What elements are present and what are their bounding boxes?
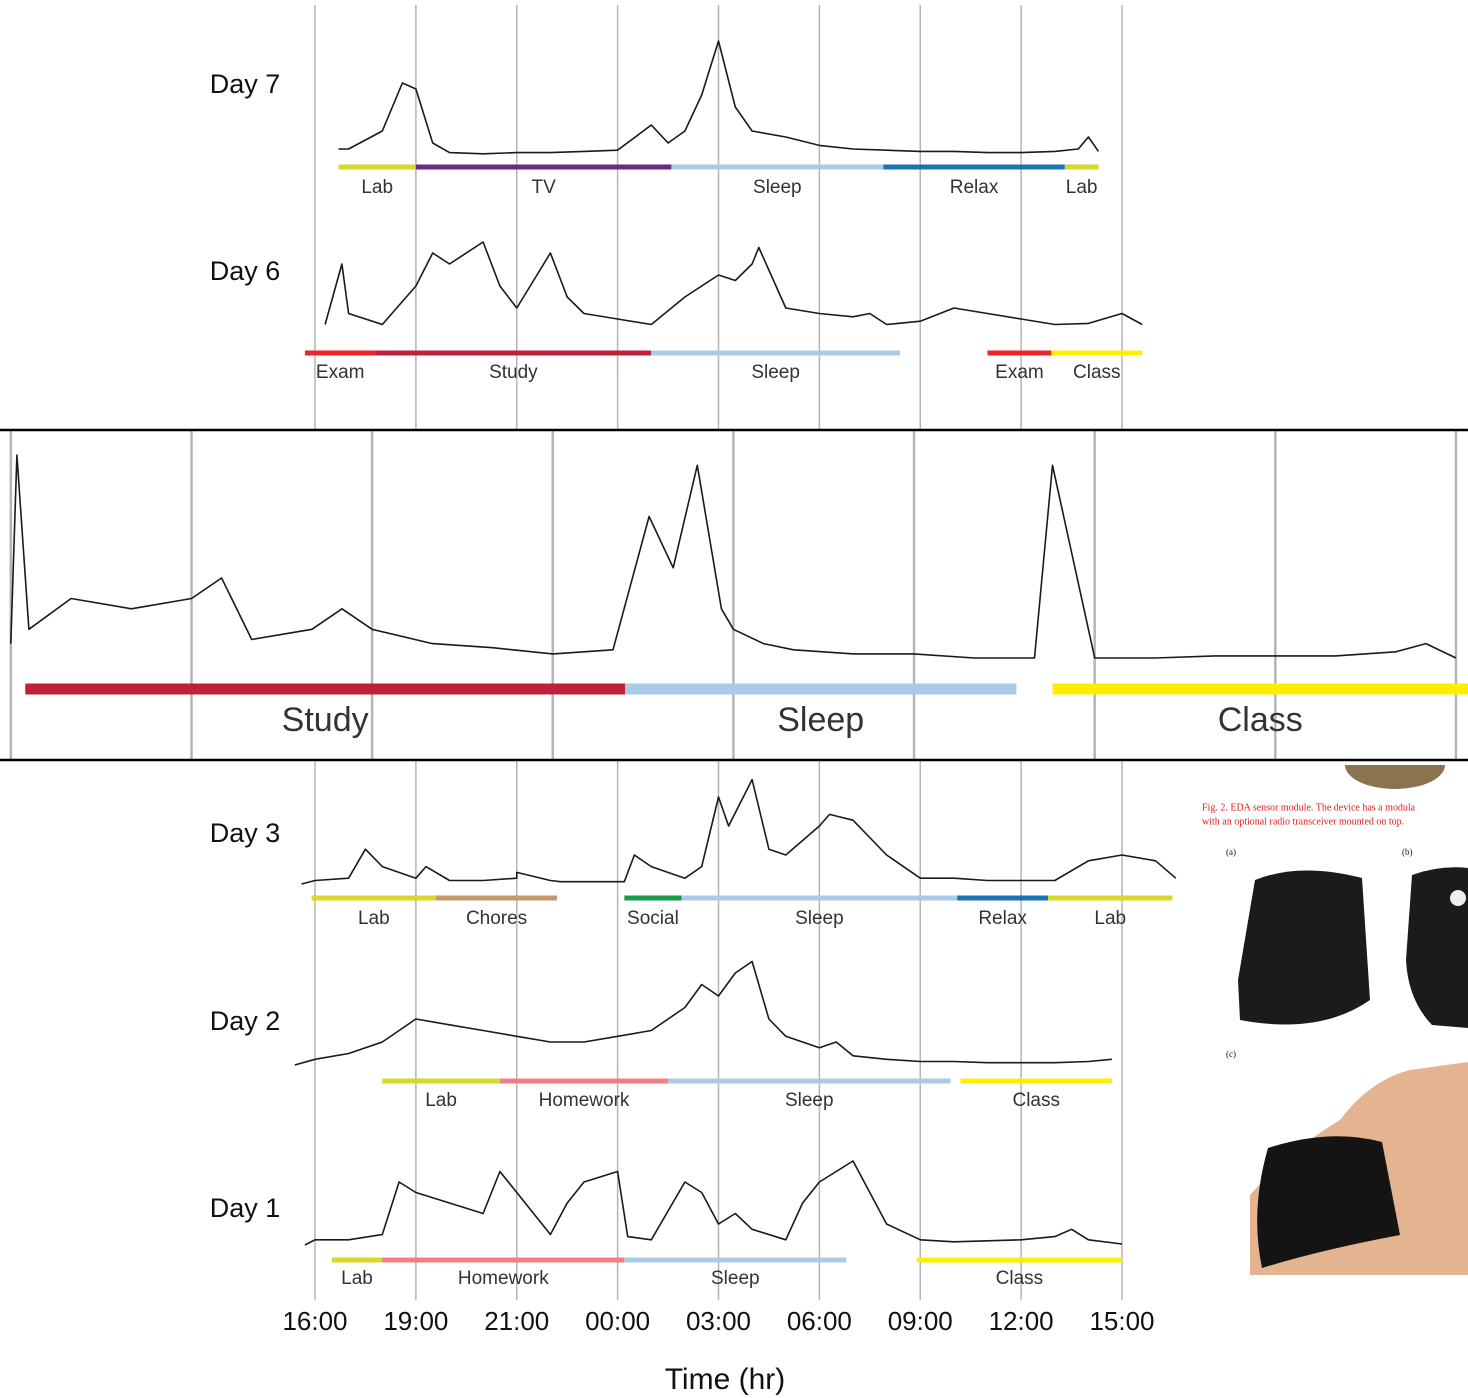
activity-bar bbox=[671, 165, 883, 170]
activity-label: Exam bbox=[995, 362, 1044, 383]
activity-bar bbox=[416, 165, 672, 170]
activity-bar bbox=[682, 896, 958, 901]
activity-label: Lab bbox=[1094, 908, 1126, 929]
activity-label: Sleep bbox=[795, 908, 844, 929]
activity-label: Class bbox=[996, 1268, 1044, 1289]
activity-bar bbox=[1048, 896, 1172, 901]
x-tick-label: 21:00 bbox=[484, 1306, 549, 1336]
row-label: Day 7 bbox=[210, 69, 281, 99]
activity-bar bbox=[376, 351, 652, 356]
caption-line: Fig. 2. EDA sensor module. The device ha… bbox=[1202, 802, 1416, 813]
activity-label: Lab bbox=[1066, 177, 1098, 198]
panel-label: (b) bbox=[1402, 847, 1413, 857]
activity-label: Class bbox=[1012, 1090, 1060, 1111]
activity-label: Social bbox=[627, 908, 679, 929]
activity-bar bbox=[339, 165, 416, 170]
activity-bar bbox=[624, 1258, 846, 1263]
activity-bar bbox=[382, 1079, 500, 1084]
activity-bar bbox=[500, 1079, 668, 1084]
activity-label: Class bbox=[1073, 362, 1121, 383]
activity-bar bbox=[625, 684, 1016, 695]
x-tick-label: 12:00 bbox=[989, 1306, 1054, 1336]
activity-label: Exam bbox=[316, 362, 365, 383]
activity-bar bbox=[883, 165, 1065, 170]
x-tick-label: 00:00 bbox=[585, 1306, 650, 1336]
row-label: Day 3 bbox=[210, 818, 281, 848]
x-tick-label: 16:00 bbox=[282, 1306, 347, 1336]
activity-label: Homework bbox=[458, 1268, 549, 1289]
activity-bar bbox=[961, 1079, 1112, 1084]
x-tick-label: 09:00 bbox=[888, 1306, 953, 1336]
activity-bar bbox=[305, 351, 376, 356]
wristband-photo bbox=[1238, 870, 1370, 1024]
activity-label: Lab bbox=[358, 908, 390, 929]
x-tick-label: 06:00 bbox=[787, 1306, 852, 1336]
x-tick-label: 19:00 bbox=[383, 1306, 448, 1336]
activity-bar bbox=[312, 896, 436, 901]
row-label: Day 6 bbox=[210, 256, 281, 286]
activity-bar bbox=[332, 1258, 382, 1263]
activity-bar bbox=[651, 351, 900, 356]
row-label: Day 2 bbox=[210, 1006, 281, 1036]
page: {"chart_data": {"type": "timeline", "xla… bbox=[0, 0, 1468, 1398]
activity-bar bbox=[25, 684, 625, 695]
activity-bar bbox=[436, 896, 557, 901]
row-label: Day 1 bbox=[210, 1193, 281, 1223]
eda-trace bbox=[302, 780, 1176, 884]
activity-label: Sleep bbox=[711, 1268, 760, 1289]
eda-trace bbox=[305, 1161, 1122, 1245]
activity-label: Study bbox=[489, 362, 538, 383]
activity-bar bbox=[668, 1079, 950, 1084]
activity-label: Sleep bbox=[777, 701, 864, 739]
activity-bar bbox=[988, 351, 1052, 356]
panel-label: (c) bbox=[1226, 1049, 1236, 1059]
activity-bar bbox=[1065, 165, 1099, 170]
activity-bar bbox=[917, 1258, 1122, 1263]
activity-label: Study bbox=[282, 701, 369, 739]
activity-label: Homework bbox=[539, 1090, 630, 1111]
side-figure: Fig. 2. EDA sensor module. The device ha… bbox=[1202, 740, 1468, 1275]
activity-label: Relax bbox=[978, 908, 1027, 929]
figure: Fig. 2. EDA sensor module. The device ha… bbox=[0, 0, 1468, 1398]
caption-line: with an optional radio transceiver mount… bbox=[1202, 816, 1404, 827]
activity-label: Sleep bbox=[753, 177, 802, 198]
eda-trace bbox=[325, 242, 1142, 325]
panel-label: (a) bbox=[1226, 847, 1236, 857]
activity-bar bbox=[1051, 351, 1142, 356]
x-tick-label: 03:00 bbox=[686, 1306, 751, 1336]
activity-label: Relax bbox=[950, 177, 999, 198]
x-tick-label: 15:00 bbox=[1089, 1306, 1154, 1336]
activity-label: TV bbox=[532, 177, 557, 198]
activity-label: Lab bbox=[341, 1268, 373, 1289]
eda-trace bbox=[295, 962, 1112, 1066]
x-axis-title: Time (hr) bbox=[665, 1363, 786, 1396]
activity-label: Sleep bbox=[785, 1090, 834, 1111]
activity-bar bbox=[624, 896, 681, 901]
activity-label: Sleep bbox=[751, 362, 800, 383]
activity-bar bbox=[957, 896, 1048, 901]
activity-bar bbox=[382, 1258, 624, 1263]
activity-bar bbox=[1053, 684, 1468, 695]
sensor-button bbox=[1450, 890, 1466, 906]
activity-label: Lab bbox=[361, 177, 393, 198]
activity-label: Class bbox=[1218, 701, 1303, 739]
activity-label: Lab bbox=[425, 1090, 457, 1111]
activity-label: Chores bbox=[466, 908, 527, 929]
